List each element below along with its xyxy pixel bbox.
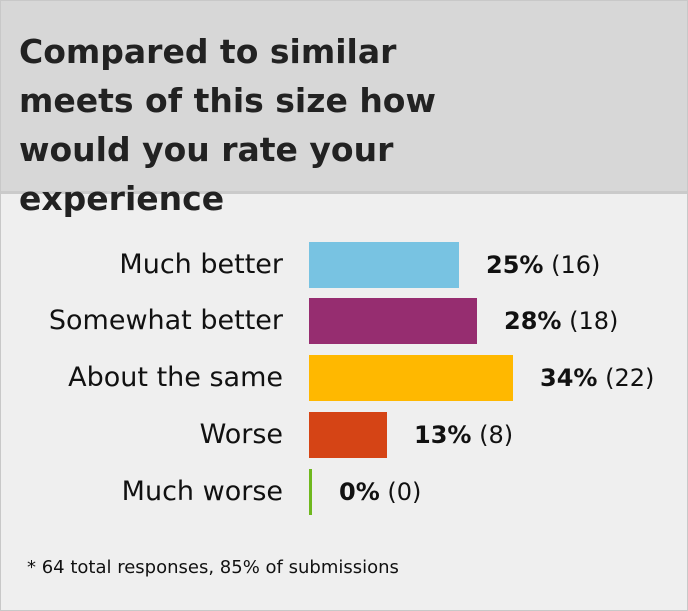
count-label: (16) — [551, 251, 601, 279]
percent-label: 13% — [414, 421, 472, 449]
bar — [309, 355, 513, 401]
count-label: (0) — [387, 478, 422, 506]
percent-label: 25% — [486, 251, 544, 279]
bar — [309, 242, 459, 288]
percent-label: 28% — [504, 307, 562, 335]
bar-row: Much better 25% (16) — [1, 242, 687, 288]
footnote: * 64 total responses, 85% of submissions — [27, 557, 399, 578]
bar — [309, 298, 477, 344]
bar-row: Worse 13% (8) — [1, 412, 687, 458]
header: Compared to similar meets of this size h… — [1, 1, 687, 218]
count-label: (8) — [479, 421, 514, 449]
bar-row: Somewhat better 28% (18) — [1, 298, 687, 344]
chart-title: Compared to similar meets of this size h… — [19, 32, 436, 218]
value-label: 0% (0) — [339, 469, 421, 515]
count-label: (18) — [569, 307, 619, 335]
value-label: 34% (22) — [540, 355, 654, 401]
category-label: Worse — [199, 419, 283, 450]
value-label: 28% (18) — [504, 298, 618, 344]
value-label: 13% (8) — [414, 412, 513, 458]
percent-label: 0% — [339, 478, 380, 506]
value-label: 25% (16) — [486, 242, 600, 288]
bar — [309, 469, 312, 515]
category-label: About the same — [68, 362, 283, 393]
percent-label: 34% — [540, 364, 598, 392]
bar-row: Much worse 0% (0) — [1, 469, 687, 515]
bar-row: About the same 34% (22) — [1, 355, 687, 401]
category-label: Somewhat better — [48, 305, 283, 336]
bar — [309, 412, 387, 458]
count-label: (22) — [605, 364, 655, 392]
category-label: Much better — [119, 249, 283, 280]
category-label: Much worse — [121, 476, 283, 507]
